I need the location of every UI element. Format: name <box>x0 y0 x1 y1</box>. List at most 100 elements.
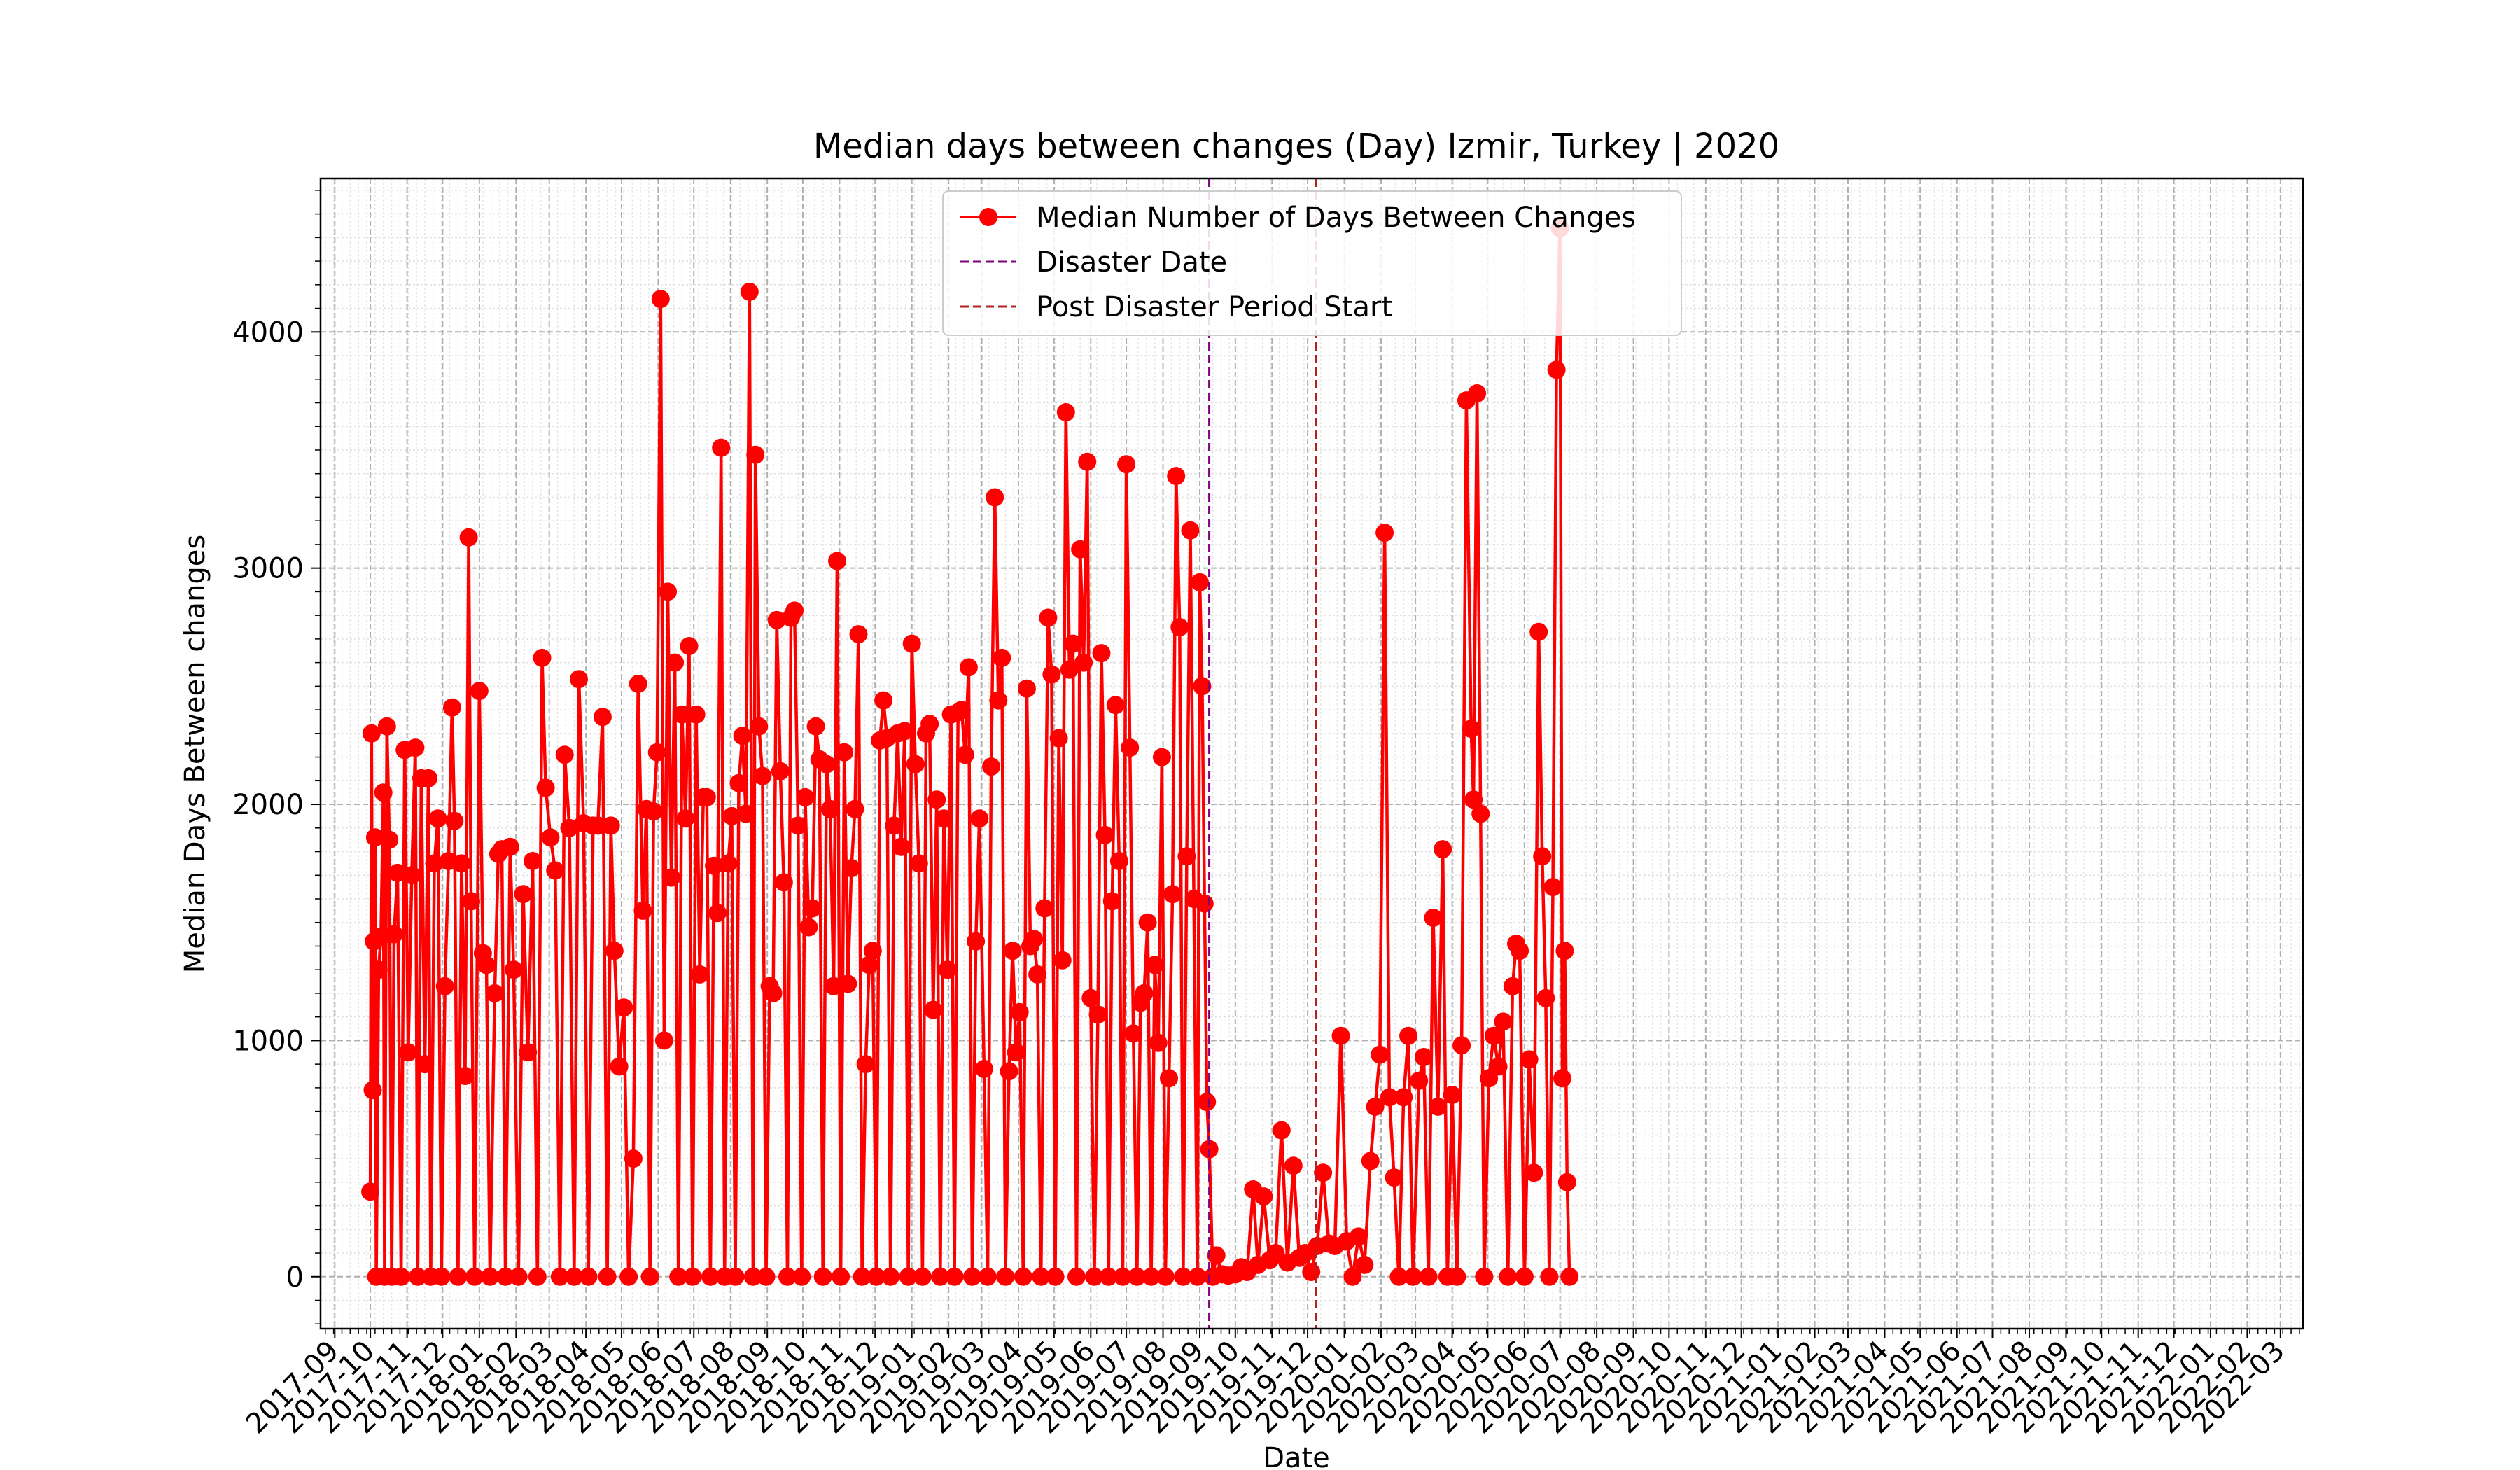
data-point <box>832 1267 850 1286</box>
data-point <box>1088 1005 1107 1024</box>
data-point <box>892 837 911 856</box>
y-tick-label: 1000 <box>232 1025 304 1057</box>
data-point <box>673 705 692 724</box>
data-point <box>1434 840 1452 859</box>
data-point <box>733 727 752 746</box>
data-point <box>624 1149 643 1168</box>
data-point <box>388 863 407 882</box>
data-point <box>1014 1267 1032 1286</box>
data-point <box>565 1267 584 1286</box>
data-point <box>708 904 727 923</box>
data-point <box>1167 467 1186 486</box>
data-point <box>465 1267 484 1286</box>
data-point <box>1371 1045 1390 1064</box>
data-point <box>1068 1267 1086 1286</box>
data-point <box>1511 941 1530 960</box>
data-point <box>1124 1024 1143 1043</box>
data-point <box>820 799 839 818</box>
data-point <box>1152 748 1171 766</box>
data-point <box>500 837 519 856</box>
data-point <box>867 1267 886 1286</box>
data-point <box>881 1267 900 1286</box>
data-point <box>1475 1267 1494 1286</box>
data-point <box>456 1067 475 1085</box>
plot-frame <box>319 177 2304 1330</box>
data-point <box>1000 1062 1018 1081</box>
data-point <box>863 941 882 960</box>
data-point <box>528 1267 547 1286</box>
data-point <box>1170 618 1189 636</box>
data-point <box>835 743 854 762</box>
data-point <box>1056 403 1075 421</box>
data-point <box>1053 951 1072 969</box>
data-point <box>620 1267 638 1286</box>
data-point <box>392 1267 411 1286</box>
data-point <box>1540 1267 1559 1286</box>
data-point <box>419 769 438 788</box>
data-point <box>764 983 783 1002</box>
data-point <box>1415 1048 1433 1066</box>
data-point <box>610 1057 629 1076</box>
data-point <box>1536 988 1555 1007</box>
data-point <box>1452 1036 1471 1055</box>
data-point <box>669 1267 688 1286</box>
data-point <box>906 755 925 774</box>
data-point <box>931 1267 950 1286</box>
data-point <box>524 852 542 870</box>
data-point <box>1399 1026 1418 1045</box>
data-point <box>1121 738 1140 757</box>
data-point <box>1017 679 1036 698</box>
data-point <box>1025 930 1043 948</box>
data-point <box>825 976 843 995</box>
data-point <box>1366 1097 1385 1116</box>
data-point <box>1117 455 1136 474</box>
data-point <box>1078 452 1097 471</box>
data-point <box>817 755 836 774</box>
data-point <box>895 722 914 741</box>
data-point <box>1555 941 1574 960</box>
legend-label-median: Median Number of Days Between Changes <box>1036 202 1636 234</box>
data-point <box>432 1267 451 1286</box>
data-point <box>799 918 818 937</box>
data-point <box>1349 1227 1368 1246</box>
data-point <box>361 1182 380 1201</box>
data-point <box>785 601 804 620</box>
data-point <box>644 802 663 821</box>
data-point <box>924 1000 943 1019</box>
data-point <box>796 788 815 806</box>
data-point <box>1160 1069 1178 1088</box>
data-point <box>909 854 928 873</box>
data-point <box>1181 521 1200 540</box>
y-tick-label: 2000 <box>232 789 304 821</box>
data-point <box>1114 1267 1132 1286</box>
data-point <box>662 868 681 887</box>
data-point <box>435 976 454 995</box>
data-point <box>560 818 579 837</box>
data-point <box>651 290 670 309</box>
data-point <box>648 743 666 762</box>
data-point <box>813 1267 832 1286</box>
data-point <box>1520 1050 1539 1069</box>
data-point <box>1429 1097 1448 1116</box>
data-point <box>963 1267 981 1286</box>
data-point <box>849 625 868 644</box>
data-point <box>428 809 447 828</box>
data-point <box>697 788 716 806</box>
data-point <box>1046 1267 1065 1286</box>
data-point <box>377 717 396 736</box>
data-point <box>1096 825 1114 844</box>
data-point <box>654 1031 673 1050</box>
data-point <box>425 854 444 873</box>
data-point <box>1149 1033 1168 1052</box>
data-point <box>938 960 957 979</box>
data-point <box>1443 1086 1462 1104</box>
data-point <box>1544 878 1562 897</box>
data-point <box>989 691 1008 710</box>
data-point <box>1530 622 1548 641</box>
data-point <box>1177 847 1196 866</box>
data-point <box>555 746 574 764</box>
data-point <box>676 809 695 828</box>
data-point <box>1424 909 1443 927</box>
y-axis-label: Median Days Between changes <box>179 535 211 974</box>
